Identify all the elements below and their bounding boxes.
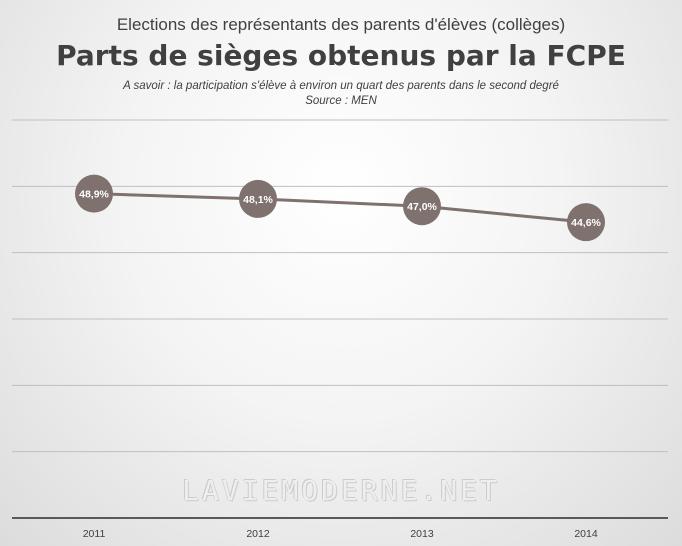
- gridlines: [12, 119, 668, 453]
- x-tick-label: 2011: [83, 528, 106, 540]
- data-label-2012: 48,1%: [243, 194, 273, 206]
- series-line: [93, 192, 587, 224]
- data-point-2012: [239, 179, 277, 218]
- x-tick-labels: 2011 2012 2013 2014: [83, 528, 598, 540]
- series-fcpe: 48,9% 48,1% 47,0% 44,6%: [75, 174, 605, 242]
- data-point-2014: [567, 203, 605, 242]
- x-tick-label: 2013: [410, 528, 434, 540]
- x-tick-label: 2012: [246, 528, 270, 540]
- data-point-2011: [75, 174, 113, 213]
- data-label-2013: 47,0%: [407, 201, 437, 213]
- x-tick-label: 2014: [574, 528, 598, 540]
- watermark-logo: LAVIEMODERNE.NET: [182, 474, 500, 507]
- data-label-2014: 44,6%: [571, 217, 601, 229]
- chart-source: Source : MEN: [305, 95, 377, 107]
- data-label-2011: 48,9%: [79, 189, 109, 201]
- data-point-2013: [403, 187, 441, 226]
- chart-supertitle: Elections des représentants des parents …: [116, 15, 566, 34]
- chart-title: Parts de sièges obtenus par la FCPE: [56, 39, 626, 72]
- chart-subtitle: A savoir : la participation s'élève à en…: [123, 80, 559, 92]
